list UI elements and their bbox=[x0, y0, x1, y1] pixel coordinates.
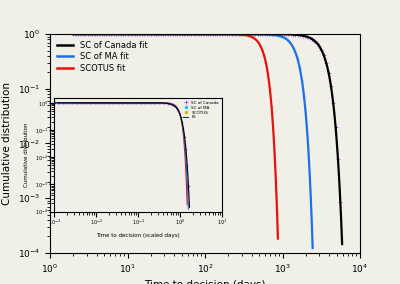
Y-axis label: Cumulative distribution: Cumulative distribution bbox=[2, 82, 12, 205]
Legend: SC of Canada, SC of MA, SCOTUS, Fit: SC of Canada, SC of MA, SCOTUS, Fit bbox=[182, 100, 220, 120]
Y-axis label: Cumulative distribution: Cumulative distribution bbox=[24, 122, 29, 187]
X-axis label: Time to decision (days): Time to decision (days) bbox=[144, 280, 266, 284]
Legend: SC of Canada fit, SC of MA fit, SCOTUS fit: SC of Canada fit, SC of MA fit, SCOTUS f… bbox=[54, 38, 150, 75]
X-axis label: Time to decision (scaled days): Time to decision (scaled days) bbox=[96, 233, 180, 238]
